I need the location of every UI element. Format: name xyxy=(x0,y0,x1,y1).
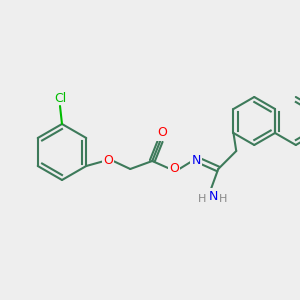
Text: Cl: Cl xyxy=(54,92,66,106)
Text: N: N xyxy=(192,154,201,167)
Text: H: H xyxy=(219,194,227,204)
Text: N: N xyxy=(208,190,218,202)
Text: H: H xyxy=(198,194,206,204)
Text: O: O xyxy=(157,127,167,140)
Text: O: O xyxy=(169,163,179,176)
Text: O: O xyxy=(103,154,113,167)
